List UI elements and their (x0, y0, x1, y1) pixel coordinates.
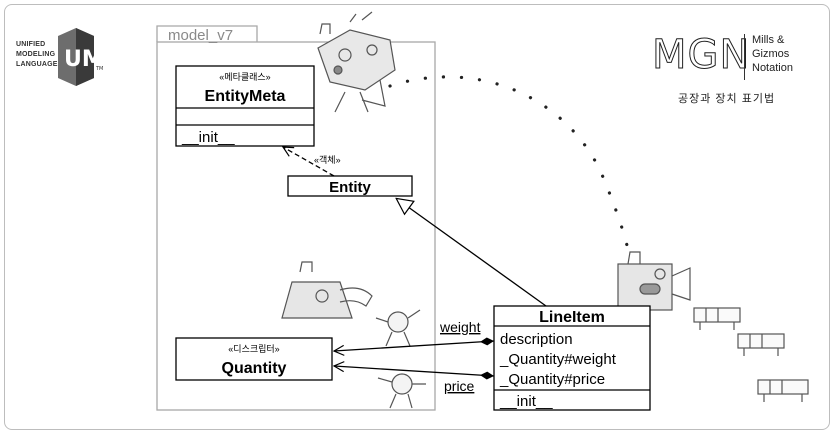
instance-of-label: «객체» (314, 155, 341, 165)
inheritance-arrow (397, 199, 547, 307)
weight-association (334, 341, 495, 351)
price-label: price (444, 378, 475, 394)
quantity-name: Quantity (222, 360, 287, 377)
entity-meta-method: __init__ (181, 129, 235, 146)
uml-logo-line: UNIFIED (16, 41, 46, 48)
blocks-doodle-icon (693, 307, 809, 402)
uml-logo-text: UNIFIED MODELING LANGUAGE (16, 40, 58, 70)
uml-logo-mark: UML (64, 47, 118, 72)
weight-label: weight (439, 319, 481, 335)
mgn-logo: MGN Mills & Gizmos Notation 공장과 장치 표기법 (648, 30, 818, 110)
outer-frame (4, 4, 830, 430)
price-association (334, 366, 495, 376)
uml-logo-icon: UML TM (58, 28, 118, 86)
dotted-path (388, 75, 630, 252)
class-entity-meta[interactable]: «메타클래스» EntityMeta __init__ (175, 65, 315, 147)
gizmo-doodle-icon (617, 251, 691, 311)
mgn-logo-korean: 공장과 장치 표기법 (678, 93, 776, 105)
line-item-name: LineItem (539, 309, 605, 326)
entity-meta-name: EntityMeta (205, 88, 286, 105)
entity-meta-stereotype: «메타클래스» (219, 72, 270, 82)
uml-logo-tm: TM (95, 66, 103, 72)
mgn-logo-small: Mills & Gizmos Notation (752, 33, 793, 75)
line-item-attribute: _Quantity#price (499, 371, 605, 388)
line-item-attribute: _Quantity#weight (499, 351, 617, 368)
mgn-logo-divider (744, 34, 745, 80)
mgn-logo-big: MGN (651, 32, 751, 79)
mgn-logo-line: Gizmos (752, 48, 790, 60)
uml-logo-line: MODELING (16, 51, 56, 58)
package-name: model_v7 (168, 27, 233, 44)
class-line-item[interactable]: LineItem description _Quantity#weight _Q… (493, 305, 651, 411)
class-entity[interactable]: Entity (287, 175, 413, 197)
entity-name: Entity (329, 179, 371, 196)
uml-logo-line: LANGUAGE (16, 61, 58, 68)
mgn-logo-line: Notation (752, 62, 793, 74)
machine-doodle-icon (281, 261, 426, 409)
instance-of-arrow (283, 147, 335, 177)
line-item-method: __init__ (499, 393, 553, 410)
robot-doodle-icon (317, 11, 396, 113)
quantity-stereotype: «디스크립터» (228, 344, 279, 354)
mgn-logo-line: Mills & (752, 34, 785, 46)
class-quantity[interactable]: «디스크립터» Quantity (175, 337, 333, 381)
line-item-attribute: description (500, 331, 573, 348)
